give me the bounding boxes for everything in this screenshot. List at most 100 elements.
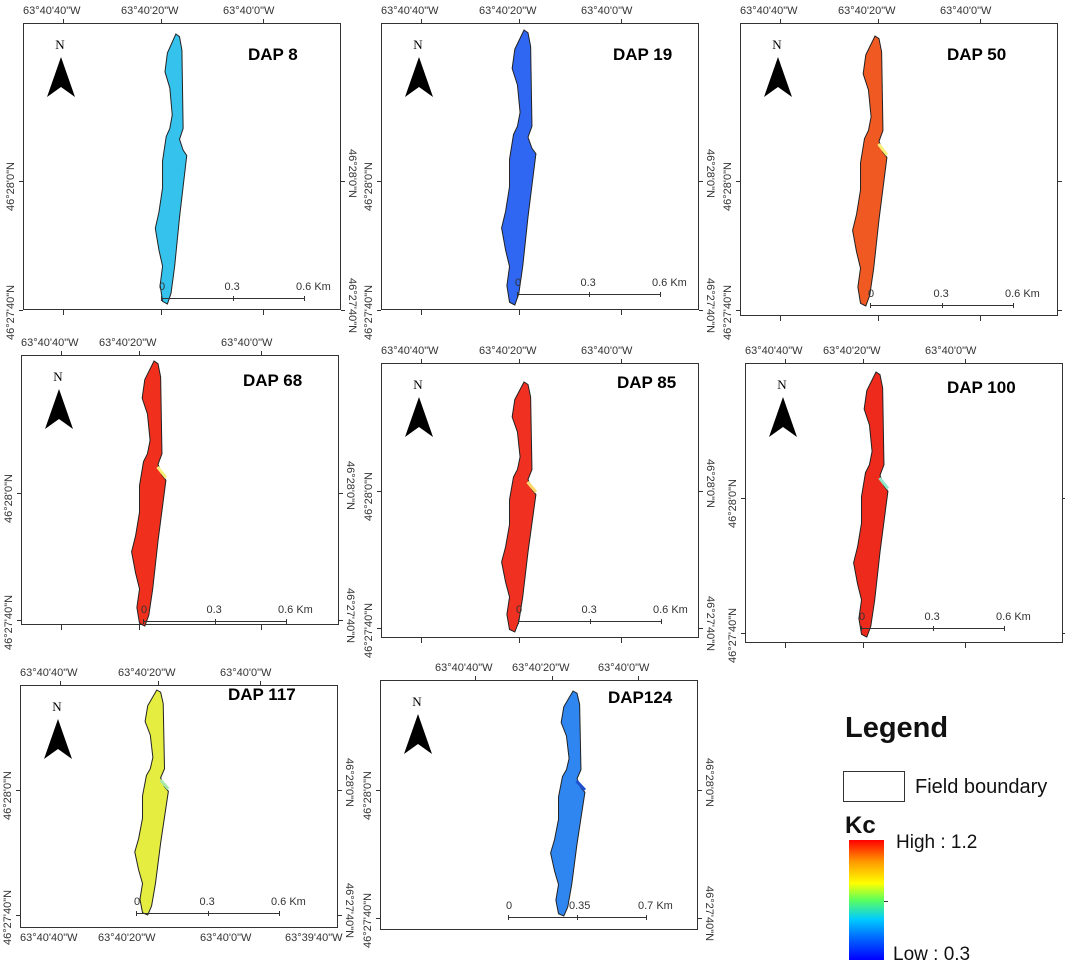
graticule-tick bbox=[980, 316, 981, 321]
lon-label: 63°40'0"W bbox=[223, 5, 275, 17]
graticule-tick bbox=[61, 625, 62, 630]
graticule-tick bbox=[863, 359, 864, 363]
kc-color-ramp bbox=[849, 840, 884, 960]
graticule-tick bbox=[699, 628, 703, 629]
scale-bar-label: 0 bbox=[515, 277, 522, 289]
graticule-tick bbox=[741, 633, 745, 634]
lat-label-left: 46°28'0"N bbox=[722, 162, 734, 211]
lon-label: 63°40'20"W bbox=[823, 345, 881, 357]
graticule-tick bbox=[741, 498, 745, 499]
lat-label-left: 46°28'0"N bbox=[3, 474, 15, 523]
field-map bbox=[154, 33, 188, 305]
graticule-tick bbox=[19, 181, 23, 182]
graticule-tick bbox=[638, 676, 639, 680]
lat-label-right: 46°27'40"N bbox=[703, 886, 715, 942]
graticule-tick bbox=[980, 19, 981, 23]
graticule-tick bbox=[158, 681, 159, 685]
graticule-tick bbox=[699, 491, 703, 492]
lon-label: 63°40'20"W bbox=[838, 5, 896, 17]
ramp-mid-tick bbox=[884, 901, 888, 902]
scale-bar-tick bbox=[136, 911, 137, 916]
lat-label-right: 46°27'40"N bbox=[346, 278, 358, 334]
scale-bar-label: 0.7 Km bbox=[638, 900, 673, 912]
north-label: N bbox=[55, 37, 65, 52]
graticule-tick bbox=[377, 181, 381, 182]
scale-bar-label: 0.6 Km bbox=[296, 281, 331, 293]
north-arrow-icon: N bbox=[767, 377, 799, 439]
scale-bar-label: 0.3 bbox=[206, 604, 222, 616]
scale-bar-label: 0.6 Km bbox=[278, 604, 313, 616]
graticule-tick bbox=[519, 310, 520, 315]
lon-label: 63°40'20"W bbox=[512, 662, 570, 674]
graticule-tick bbox=[780, 316, 781, 321]
field-kc-raster bbox=[501, 29, 537, 306]
scale-bar-tick bbox=[589, 619, 591, 624]
lon-label: 63°40'40"W bbox=[381, 345, 439, 357]
north-arrow-icon: N bbox=[42, 699, 74, 761]
lat-label-left: 46°28'0"N bbox=[363, 472, 375, 521]
scale-bar-tick bbox=[286, 619, 287, 624]
graticule-tick bbox=[736, 181, 740, 182]
field-map bbox=[852, 35, 889, 307]
scale-bar-tick bbox=[517, 292, 518, 297]
dap-title: DAP 8 bbox=[248, 45, 298, 64]
scale-bar-label: 0.35 bbox=[569, 900, 591, 912]
graticule-tick bbox=[63, 19, 64, 23]
scale-bar-tick bbox=[861, 626, 862, 631]
scale-bar-label: 0.6 Km bbox=[652, 277, 687, 289]
north-label: N bbox=[412, 694, 422, 709]
north-arrow-icon: N bbox=[402, 694, 434, 756]
lat-label-right: 46°27'40"N bbox=[704, 596, 716, 652]
graticule-tick bbox=[965, 643, 966, 648]
dap-title: DAP 50 bbox=[947, 45, 1007, 64]
graticule-tick bbox=[475, 676, 476, 680]
field-map bbox=[550, 690, 587, 917]
graticule-tick bbox=[338, 915, 342, 916]
field-map bbox=[131, 360, 168, 627]
lon-label: 63°40'0"W bbox=[581, 345, 633, 357]
lon-label: 63°40'0"W bbox=[221, 337, 273, 349]
scale-bar-tick bbox=[232, 296, 234, 301]
north-label: N bbox=[777, 377, 787, 392]
scale-bar-label: 0 bbox=[159, 281, 166, 293]
graticule-tick bbox=[621, 19, 622, 23]
lat-label-left: 46°27'40"N bbox=[363, 284, 375, 340]
graticule-tick bbox=[377, 310, 381, 311]
scale-bar-tick bbox=[588, 292, 590, 297]
lat-label-left: 46°28'0"N bbox=[5, 162, 17, 211]
graticule-tick bbox=[17, 620, 21, 621]
north-label: N bbox=[413, 377, 423, 392]
dap-title: DAP124 bbox=[608, 688, 673, 707]
lat-label-left: 46°27'40"N bbox=[727, 607, 739, 663]
graticule-tick bbox=[736, 310, 740, 311]
lat-label-left: 46°27'40"N bbox=[363, 602, 375, 658]
lat-label-right: 46°28'0"N bbox=[344, 461, 356, 510]
scale-bar-label: 0 bbox=[868, 288, 875, 300]
field-kc-raster bbox=[852, 35, 888, 307]
map-frame bbox=[21, 355, 339, 627]
scale-bar-label: 0.6 Km bbox=[653, 604, 688, 616]
north-label: N bbox=[52, 699, 62, 714]
scale-bar-tick bbox=[518, 619, 519, 624]
north-arrow-icon: N bbox=[45, 37, 77, 99]
north-arrow-icon: N bbox=[403, 37, 435, 99]
scale-bar-tick bbox=[646, 915, 647, 920]
kc-label: Kc bbox=[845, 812, 876, 839]
graticule-tick bbox=[139, 625, 140, 630]
north-arrow-icon: N bbox=[403, 377, 435, 439]
field-kc-raster bbox=[154, 33, 188, 305]
field-boundary-swatch bbox=[843, 771, 905, 802]
lat-label-left: 46°28'0"N bbox=[727, 479, 739, 528]
lat-label-right: 46°28'0"N bbox=[704, 459, 716, 508]
lon-label: 63°40'0"W bbox=[598, 662, 650, 674]
field-map bbox=[134, 689, 170, 916]
dap-title: DAP 19 bbox=[613, 45, 673, 64]
north-arrow-shape bbox=[769, 397, 797, 437]
north-label: N bbox=[413, 37, 423, 52]
graticule-tick bbox=[377, 628, 381, 629]
scale-bar-tick bbox=[304, 296, 305, 301]
field-kc-raster bbox=[853, 371, 889, 638]
graticule-tick bbox=[878, 19, 879, 23]
north-arrow-shape bbox=[405, 57, 433, 97]
dap-title: DAP 85 bbox=[617, 373, 677, 392]
